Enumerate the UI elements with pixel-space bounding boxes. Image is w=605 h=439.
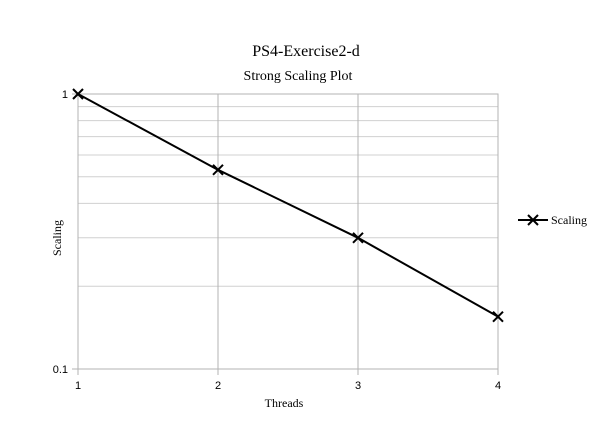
series-group xyxy=(72,88,504,323)
y-tick-label: 0.1 xyxy=(53,364,68,376)
data-point xyxy=(72,88,84,100)
legend-marker xyxy=(527,214,539,226)
x-tick-label: 4 xyxy=(495,380,501,392)
x-axis-label: Threads xyxy=(265,396,304,410)
x-tick-label: 1 xyxy=(75,380,81,392)
chart-title: PS4-Exercise2-d xyxy=(252,43,360,60)
chart-subtitle: Strong Scaling Plot xyxy=(244,69,353,84)
y-tick-label: 1 xyxy=(62,89,68,101)
data-point xyxy=(212,164,224,176)
grid-lines xyxy=(78,94,498,369)
y-axis-ticks: 10.1 xyxy=(53,89,78,376)
data-point xyxy=(492,310,504,323)
plot-area-border xyxy=(77,93,499,370)
legend-label: Scaling xyxy=(551,213,587,227)
legend: Scaling xyxy=(518,213,587,227)
x-axis-ticks: 1 2 3 4 xyxy=(75,369,501,392)
x-tick-label: 2 xyxy=(215,380,221,392)
x-tick-label: 3 xyxy=(355,380,361,392)
data-point xyxy=(352,232,364,244)
y-axis-label: Scaling xyxy=(50,220,64,256)
series-line xyxy=(77,93,499,318)
